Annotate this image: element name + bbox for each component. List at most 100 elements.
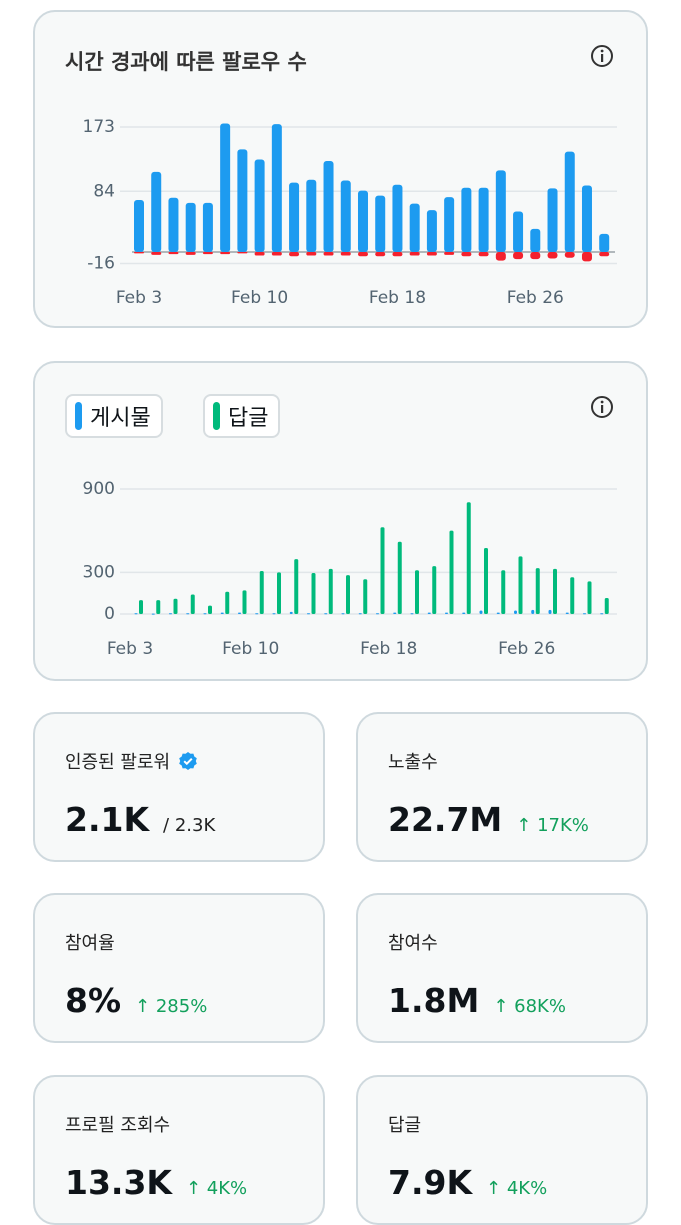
bar: [254, 159, 265, 252]
bar: [581, 251, 592, 262]
chart-title: 시간 경과에 따른 팔로우 수: [65, 50, 307, 74]
bar: [564, 151, 575, 252]
bar: [514, 610, 517, 614]
bar: [530, 228, 541, 252]
bar: [599, 251, 610, 257]
x-tick-label: Feb 3: [116, 288, 162, 308]
stat-value: 13.3K: [65, 1163, 172, 1202]
bar: [426, 251, 437, 256]
bar: [340, 251, 351, 256]
bar: [307, 613, 310, 615]
bar: [134, 613, 138, 615]
bar: [186, 613, 190, 615]
bar: [328, 568, 333, 614]
bar: [564, 251, 575, 258]
bar: [426, 210, 437, 252]
stat-label: 참여수: [388, 929, 438, 955]
bar: [289, 251, 300, 257]
bar: [380, 527, 385, 614]
bar: [294, 559, 299, 614]
bar: [581, 185, 592, 252]
stat-label: 프로필 조회수: [65, 1111, 170, 1137]
stat-label-text: 참여수: [388, 933, 438, 954]
x-tick-label: Feb 10: [222, 639, 279, 659]
bar: [242, 590, 247, 614]
bar: [432, 566, 437, 614]
verified-badge: [179, 752, 197, 770]
bar: [461, 187, 472, 252]
x-tick-label: Feb 18: [360, 639, 417, 659]
bar: [151, 171, 162, 252]
info-icon[interactable]: [590, 395, 614, 419]
stat-label-text: 프로필 조회수: [65, 1115, 171, 1136]
bar: [134, 251, 144, 254]
bar: [518, 556, 523, 614]
bar: [151, 613, 155, 615]
stat-card: 노출수 22.7M ↑ 17K%: [356, 712, 648, 862]
y-tick-label: 300: [83, 562, 115, 582]
bar: [393, 612, 397, 614]
bar: [604, 598, 609, 614]
bar: [495, 251, 506, 261]
bar: [427, 612, 431, 614]
bar: [376, 613, 379, 615]
bar: [168, 251, 179, 255]
bar: [478, 251, 489, 257]
bar: [547, 188, 558, 252]
x-tick-label: Feb 26: [507, 288, 564, 308]
bar: [570, 577, 575, 614]
stat-value: 7.9K: [388, 1163, 473, 1202]
bar: [358, 613, 362, 615]
stat-change: ↑ 4K%: [486, 1178, 548, 1199]
bar: [208, 605, 212, 614]
bar: [501, 570, 506, 614]
stat-card: 참여수 1.8M ↑ 68K%: [356, 893, 648, 1043]
bar: [324, 613, 328, 615]
legend-swatch: [213, 402, 220, 430]
info-icon[interactable]: [590, 44, 614, 68]
bar: [478, 187, 489, 252]
bar: [346, 575, 350, 614]
bar: [306, 251, 317, 256]
stat-change: ↑ 68K%: [493, 996, 566, 1017]
stat-value: 2.1K: [65, 800, 150, 839]
bar: [587, 581, 592, 614]
bar: [397, 541, 402, 614]
bar: [496, 612, 500, 614]
stat-value-row: 7.9K ↑ 4K%: [388, 1163, 547, 1202]
stat-label: 인증된 팔로워: [65, 748, 198, 774]
bar: [311, 573, 316, 614]
bar: [513, 251, 524, 260]
y-tick-label: 0: [104, 604, 115, 624]
y-tick-label: 84: [93, 181, 115, 201]
bar: [466, 502, 471, 614]
bar: [238, 612, 241, 614]
bar: [565, 612, 569, 614]
bar: [271, 124, 282, 252]
page: {"chart_data": [ {"type": "bar", "title"…: [33, 10, 648, 1225]
stat-card: 답글 7.9K ↑ 4K%: [356, 1075, 648, 1225]
bar: [255, 613, 259, 615]
y-tick-label: -16: [87, 254, 115, 274]
x-tick-label: Feb 10: [231, 288, 288, 308]
bar: [168, 197, 179, 252]
bar: [495, 170, 506, 252]
bar: [513, 211, 524, 252]
stat-label: 답글: [388, 1111, 421, 1137]
bar: [169, 613, 172, 615]
legend-item[interactable]: 게시물: [65, 394, 163, 438]
bar: [484, 548, 488, 614]
legend-item[interactable]: 답글: [203, 394, 281, 438]
bar: [392, 251, 403, 257]
stat-value: 8%: [65, 981, 122, 1020]
bar: [409, 203, 420, 252]
bar: [151, 251, 162, 255]
stat-label: 참여율: [65, 929, 115, 955]
bar: [531, 609, 535, 614]
bar: [415, 570, 419, 614]
stat-value-row: 8% ↑ 285%: [65, 981, 207, 1020]
bar: [363, 579, 368, 614]
stat-value-row: 22.7M ↑ 17K%: [388, 800, 589, 839]
bar: [548, 609, 552, 614]
stat-change: ↑ 4K%: [186, 1178, 248, 1199]
